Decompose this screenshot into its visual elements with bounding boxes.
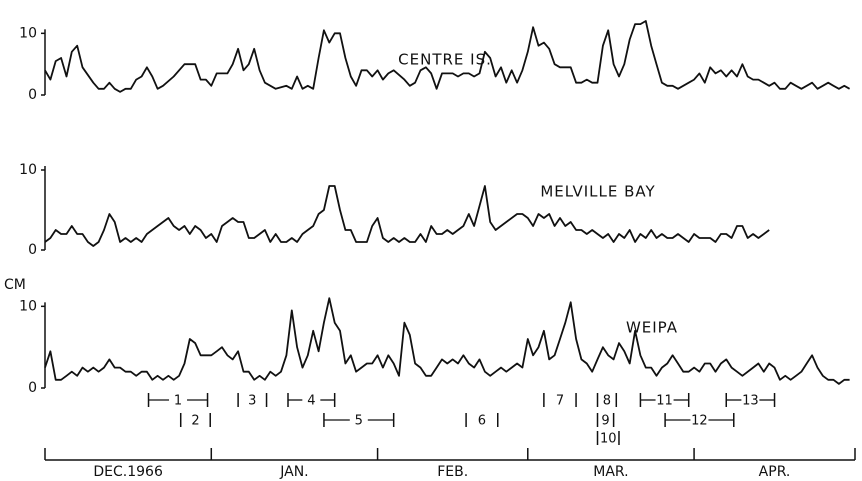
month-label: MAR. <box>593 464 628 480</box>
period-label: 2 <box>191 414 199 429</box>
period-label: 1 <box>174 394 182 409</box>
y-tick-label: 10 <box>19 25 37 41</box>
y-tick-label: 0 <box>28 380 37 396</box>
period-label: 4 <box>307 394 315 409</box>
panel-title: WEIPA <box>626 319 678 337</box>
y-tick-label: 10 <box>19 298 37 314</box>
month-label: DEC.1966 <box>93 464 163 480</box>
period-label: 6 <box>478 414 486 429</box>
period-label: 10 <box>600 432 617 447</box>
period-label: 9 <box>601 414 609 429</box>
line-series <box>44 185 770 247</box>
y-axis-label: CM <box>4 277 26 293</box>
panel-title: CENTRE IS. <box>398 51 492 69</box>
month-label: APR. <box>759 464 791 480</box>
period-label: 12 <box>691 414 708 429</box>
line-series <box>44 20 851 93</box>
period-label: 11 <box>656 394 673 409</box>
period-label: 5 <box>355 414 363 429</box>
period-label: 13 <box>742 394 759 409</box>
month-label: JAN. <box>279 464 308 480</box>
y-tick-label: 10 <box>19 162 37 178</box>
line-series <box>44 297 850 385</box>
y-tick-label: 0 <box>28 87 37 103</box>
panel-title: MELVILLE BAY <box>540 183 655 201</box>
y-tick-label: 0 <box>28 242 37 258</box>
period-label: 7 <box>556 394 564 409</box>
period-label: 8 <box>603 394 611 409</box>
period-label: 3 <box>248 394 256 409</box>
month-label: FEB. <box>437 464 468 480</box>
